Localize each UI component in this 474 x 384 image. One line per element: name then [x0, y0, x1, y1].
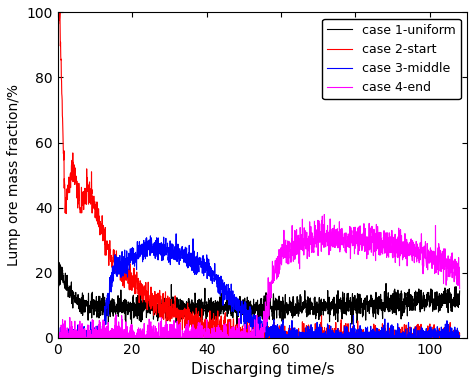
case 3-middle [446, 335, 451, 340]
case 3-middle [55, 335, 61, 340]
case 3-middle [457, 333, 463, 338]
case 1-uniform [251, 297, 256, 301]
Line: case 4-end: case 4-end [58, 215, 460, 338]
case 3-middle [372, 335, 377, 340]
case 1-uniform [55, 261, 61, 265]
case 4-end [457, 286, 463, 291]
case 3-middle [251, 312, 256, 317]
case 4-end [55, 335, 61, 339]
case 2-start [457, 331, 463, 336]
Y-axis label: Lump ore mass fraction/%: Lump ore mass fraction/% [7, 84, 21, 266]
case 2-start [75, 192, 81, 197]
case 3-middle [55, 325, 61, 329]
case 1-uniform [445, 310, 451, 315]
case 2-start [446, 335, 451, 340]
case 4-end [250, 327, 256, 332]
case 1-uniform [56, 260, 62, 265]
case 2-start [240, 335, 246, 340]
case 4-end [446, 274, 451, 279]
case 2-start [55, 10, 61, 15]
Line: case 3-middle: case 3-middle [58, 234, 460, 338]
Legend: case 1-uniform, case 2-start, case 3-middle, case 4-end: case 1-uniform, case 2-start, case 3-mid… [322, 19, 461, 99]
case 2-start [372, 333, 377, 338]
case 4-end [445, 253, 451, 258]
case 2-start [445, 334, 451, 339]
case 4-end [240, 335, 246, 340]
case 1-uniform [75, 296, 81, 301]
case 3-middle [75, 332, 81, 337]
case 2-start [55, 13, 61, 17]
case 2-start [198, 335, 204, 340]
case 4-end [55, 335, 61, 340]
case 1-uniform [446, 292, 451, 296]
case 4-end [321, 212, 327, 217]
case 1-uniform [240, 309, 246, 313]
Line: case 2-start: case 2-start [58, 12, 460, 338]
case 4-end [372, 238, 377, 242]
case 1-uniform [372, 298, 377, 303]
case 3-middle [173, 232, 179, 236]
case 4-end [75, 335, 81, 340]
X-axis label: Discharging time/s: Discharging time/s [191, 362, 334, 377]
case 3-middle [240, 302, 246, 307]
case 2-start [251, 326, 256, 331]
case 3-middle [445, 335, 451, 340]
Line: case 1-uniform: case 1-uniform [58, 262, 460, 326]
case 1-uniform [234, 323, 240, 328]
case 1-uniform [457, 289, 463, 293]
